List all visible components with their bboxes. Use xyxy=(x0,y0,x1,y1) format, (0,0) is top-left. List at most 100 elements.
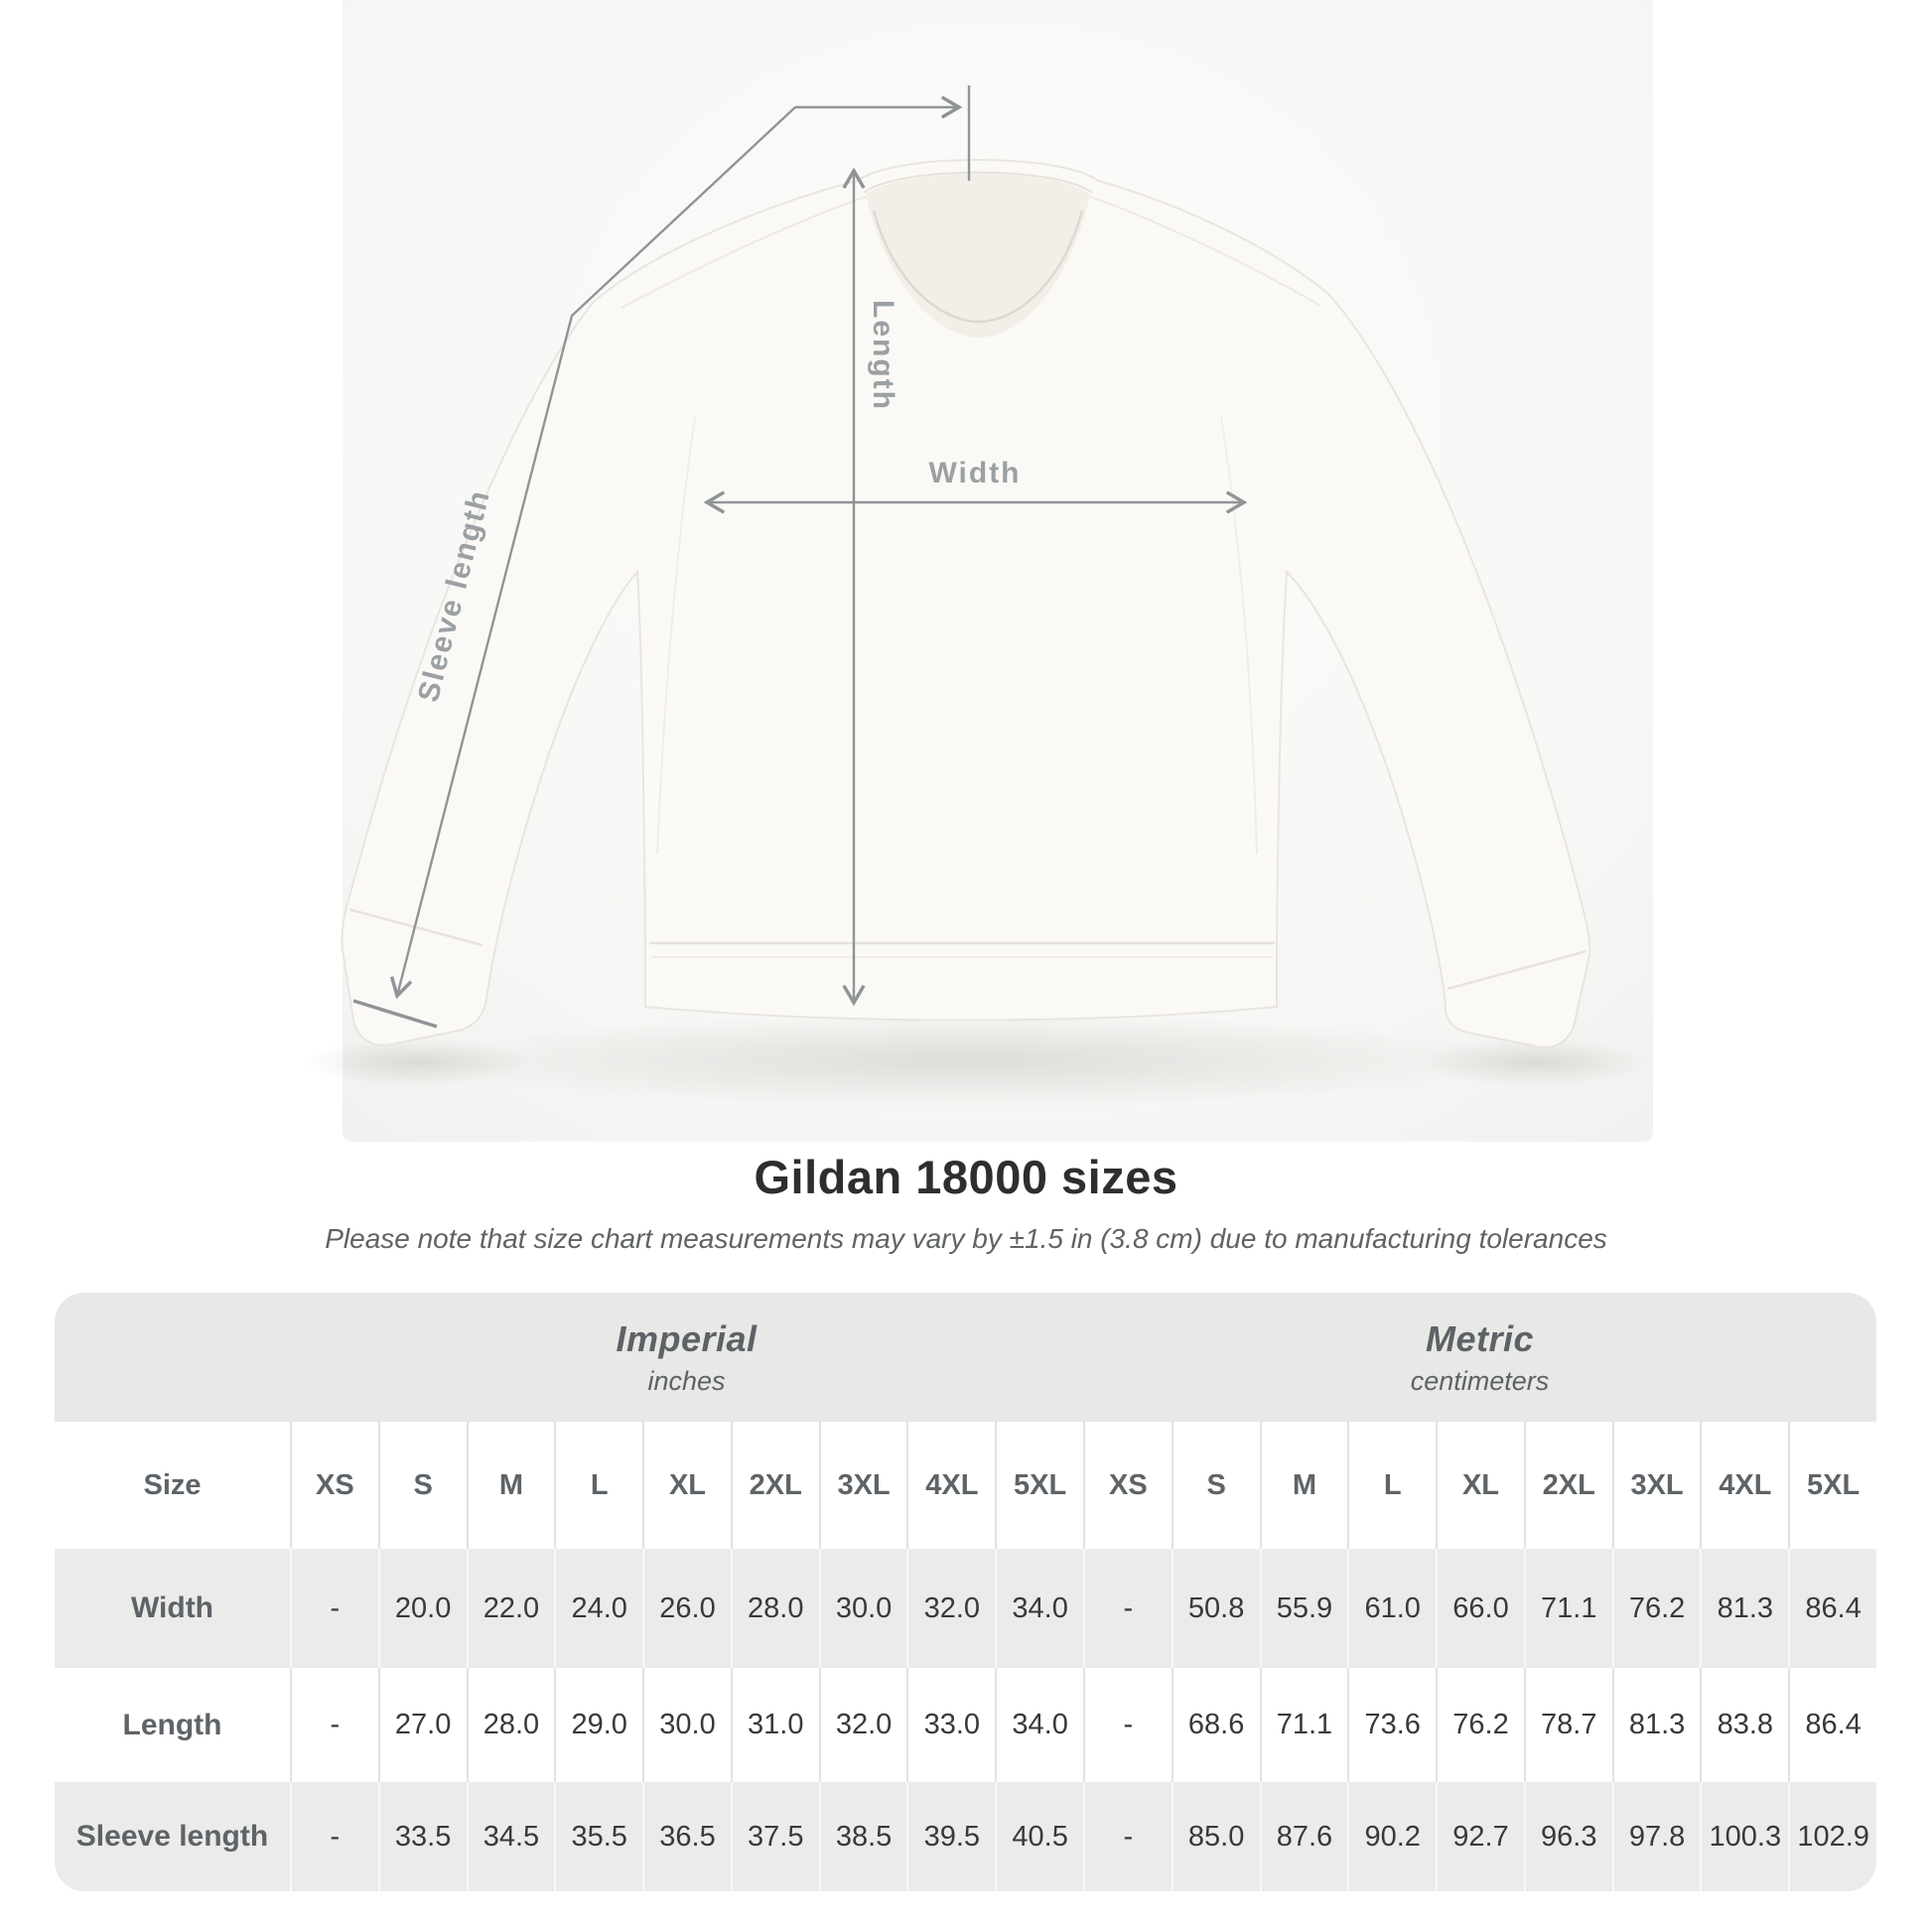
sleeve-imp-2xl: 37.5 xyxy=(730,1782,819,1891)
length-imp-3xl: 32.0 xyxy=(818,1668,907,1782)
size-table: Imperial inches Metric centimeters Size … xyxy=(55,1293,1876,1891)
sweatshirt-illustration xyxy=(303,0,1653,1142)
width-met-2xl: 71.1 xyxy=(1523,1549,1612,1668)
length-imp-4xl: 33.0 xyxy=(906,1668,995,1782)
width-imp-2xl: 28.0 xyxy=(730,1549,819,1668)
imperial-size-3xl: 3XL xyxy=(818,1422,907,1549)
width-measure-label: Width xyxy=(928,457,1022,489)
sleeve-met-xs: - xyxy=(1083,1782,1172,1891)
sleeve-cuff-tick xyxy=(352,999,438,1029)
sleeve-met-4xl: 100.3 xyxy=(1700,1782,1788,1891)
length-imp-xs: - xyxy=(290,1668,378,1782)
metric-label: Metric xyxy=(1425,1317,1535,1359)
length-imp-m: 28.0 xyxy=(466,1668,555,1782)
length-imp-l: 29.0 xyxy=(554,1668,642,1782)
imperial-size-5xl: 5XL xyxy=(995,1422,1083,1549)
sleeve-imp-3xl: 38.5 xyxy=(818,1782,907,1891)
imperial-label: Imperial xyxy=(616,1317,758,1359)
tolerance-note: Please note that size chart measurements… xyxy=(325,1223,1607,1254)
row-label-sleeve-length: Sleeve length xyxy=(75,1820,269,1853)
measurement-arrows xyxy=(352,85,1248,1029)
imperial-size-m: M xyxy=(466,1422,555,1549)
row-label-length: Length xyxy=(122,1708,222,1741)
table-row-width: Width - 20.0 22.0 24.0 26.0 28.0 30.0 32… xyxy=(55,1549,1876,1668)
metric-unit: centimeters xyxy=(1410,1365,1550,1396)
sleeve-imp-5xl: 40.5 xyxy=(995,1782,1083,1891)
length-met-l: 73.6 xyxy=(1347,1668,1436,1782)
width-met-3xl: 76.2 xyxy=(1611,1549,1701,1668)
length-met-3xl: 81.3 xyxy=(1611,1668,1701,1782)
width-met-4xl: 81.3 xyxy=(1700,1549,1788,1668)
garment-diagram: Length Width Sleeve length xyxy=(303,0,1653,1142)
table-row-length: Length - 27.0 28.0 29.0 30.0 31.0 32.0 3… xyxy=(55,1668,1876,1782)
row-label-width: Width xyxy=(130,1591,214,1624)
length-met-xl: 76.2 xyxy=(1436,1668,1524,1782)
imperial-group-header: Imperial inches xyxy=(290,1293,1083,1422)
sleeve-met-2xl: 96.3 xyxy=(1523,1782,1612,1891)
metric-size-4xl: 4XL xyxy=(1700,1422,1788,1549)
imperial-unit: inches xyxy=(647,1365,726,1396)
metric-size-2xl: 2XL xyxy=(1523,1422,1612,1549)
size-header-row: Size XS S M L XL 2XL 3XL 4XL 5XL XS S M … xyxy=(55,1422,1876,1549)
width-imp-5xl: 34.0 xyxy=(995,1549,1083,1668)
metric-size-xs: XS xyxy=(1083,1422,1172,1549)
width-imp-4xl: 32.0 xyxy=(906,1549,995,1668)
metric-group-header: Metric centimeters xyxy=(1083,1293,1876,1422)
metric-size-xl: XL xyxy=(1436,1422,1524,1549)
width-met-xs: - xyxy=(1083,1549,1172,1668)
group-spacer xyxy=(55,1293,290,1422)
imperial-size-xl: XL xyxy=(642,1422,731,1549)
width-imp-xs: - xyxy=(290,1549,378,1668)
unit-group-row: Imperial inches Metric centimeters xyxy=(55,1293,1876,1422)
sleeve-imp-m: 34.5 xyxy=(466,1782,555,1891)
length-imp-2xl: 31.0 xyxy=(730,1668,819,1782)
width-imp-m: 22.0 xyxy=(466,1549,555,1668)
metric-size-3xl: 3XL xyxy=(1611,1422,1701,1549)
page-title: Gildan 18000 sizes xyxy=(754,1151,1178,1203)
sleeve-imp-xl: 36.5 xyxy=(642,1782,731,1891)
length-met-2xl: 78.7 xyxy=(1523,1668,1612,1782)
imperial-size-2xl: 2XL xyxy=(730,1422,819,1549)
width-met-xl: 66.0 xyxy=(1436,1549,1524,1668)
length-imp-s: 27.0 xyxy=(377,1668,467,1782)
imperial-size-s: S xyxy=(377,1422,467,1549)
width-met-l: 61.0 xyxy=(1347,1549,1436,1668)
length-met-5xl: 86.4 xyxy=(1788,1668,1876,1782)
size-column-header: Size xyxy=(143,1468,202,1501)
sleeve-met-m: 87.6 xyxy=(1259,1782,1348,1891)
metric-size-m: M xyxy=(1259,1422,1348,1549)
length-met-s: 68.6 xyxy=(1171,1668,1260,1782)
width-imp-xl: 26.0 xyxy=(642,1549,731,1668)
imperial-size-4xl: 4XL xyxy=(906,1422,995,1549)
sleeve-met-xl: 92.7 xyxy=(1436,1782,1524,1891)
length-measure-label: Length xyxy=(867,300,899,411)
width-met-s: 50.8 xyxy=(1171,1549,1260,1668)
width-met-m: 55.9 xyxy=(1259,1549,1348,1668)
length-met-xs: - xyxy=(1083,1668,1172,1782)
sleeve-arrow-diagonal xyxy=(389,106,796,1000)
length-met-4xl: 83.8 xyxy=(1700,1668,1788,1782)
metric-size-5xl: 5XL xyxy=(1788,1422,1876,1549)
imperial-size-l: L xyxy=(554,1422,642,1549)
width-imp-3xl: 30.0 xyxy=(818,1549,907,1668)
metric-size-l: L xyxy=(1347,1422,1436,1549)
width-imp-l: 24.0 xyxy=(554,1549,642,1668)
sleeve-met-s: 85.0 xyxy=(1171,1782,1260,1891)
sleeve-imp-s: 33.5 xyxy=(377,1782,467,1891)
table-row-sleeve-length: Sleeve length - 33.5 34.5 35.5 36.5 37.5… xyxy=(55,1782,1876,1891)
sleeve-met-3xl: 97.8 xyxy=(1611,1782,1701,1891)
sleeve-imp-l: 35.5 xyxy=(554,1782,642,1891)
length-imp-xl: 30.0 xyxy=(642,1668,731,1782)
sweatshirt-body xyxy=(341,159,1591,1048)
sleeve-met-5xl: 102.9 xyxy=(1788,1782,1876,1891)
metric-size-s: S xyxy=(1171,1422,1260,1549)
imperial-size-xs: XS xyxy=(290,1422,378,1549)
length-met-m: 71.1 xyxy=(1259,1668,1348,1782)
length-imp-5xl: 34.0 xyxy=(995,1668,1083,1782)
width-met-5xl: 86.4 xyxy=(1788,1549,1876,1668)
sleeve-imp-4xl: 39.5 xyxy=(906,1782,995,1891)
width-imp-s: 20.0 xyxy=(377,1549,467,1668)
sleeve-met-l: 90.2 xyxy=(1347,1782,1436,1891)
sleeve-imp-xs: - xyxy=(290,1782,378,1891)
